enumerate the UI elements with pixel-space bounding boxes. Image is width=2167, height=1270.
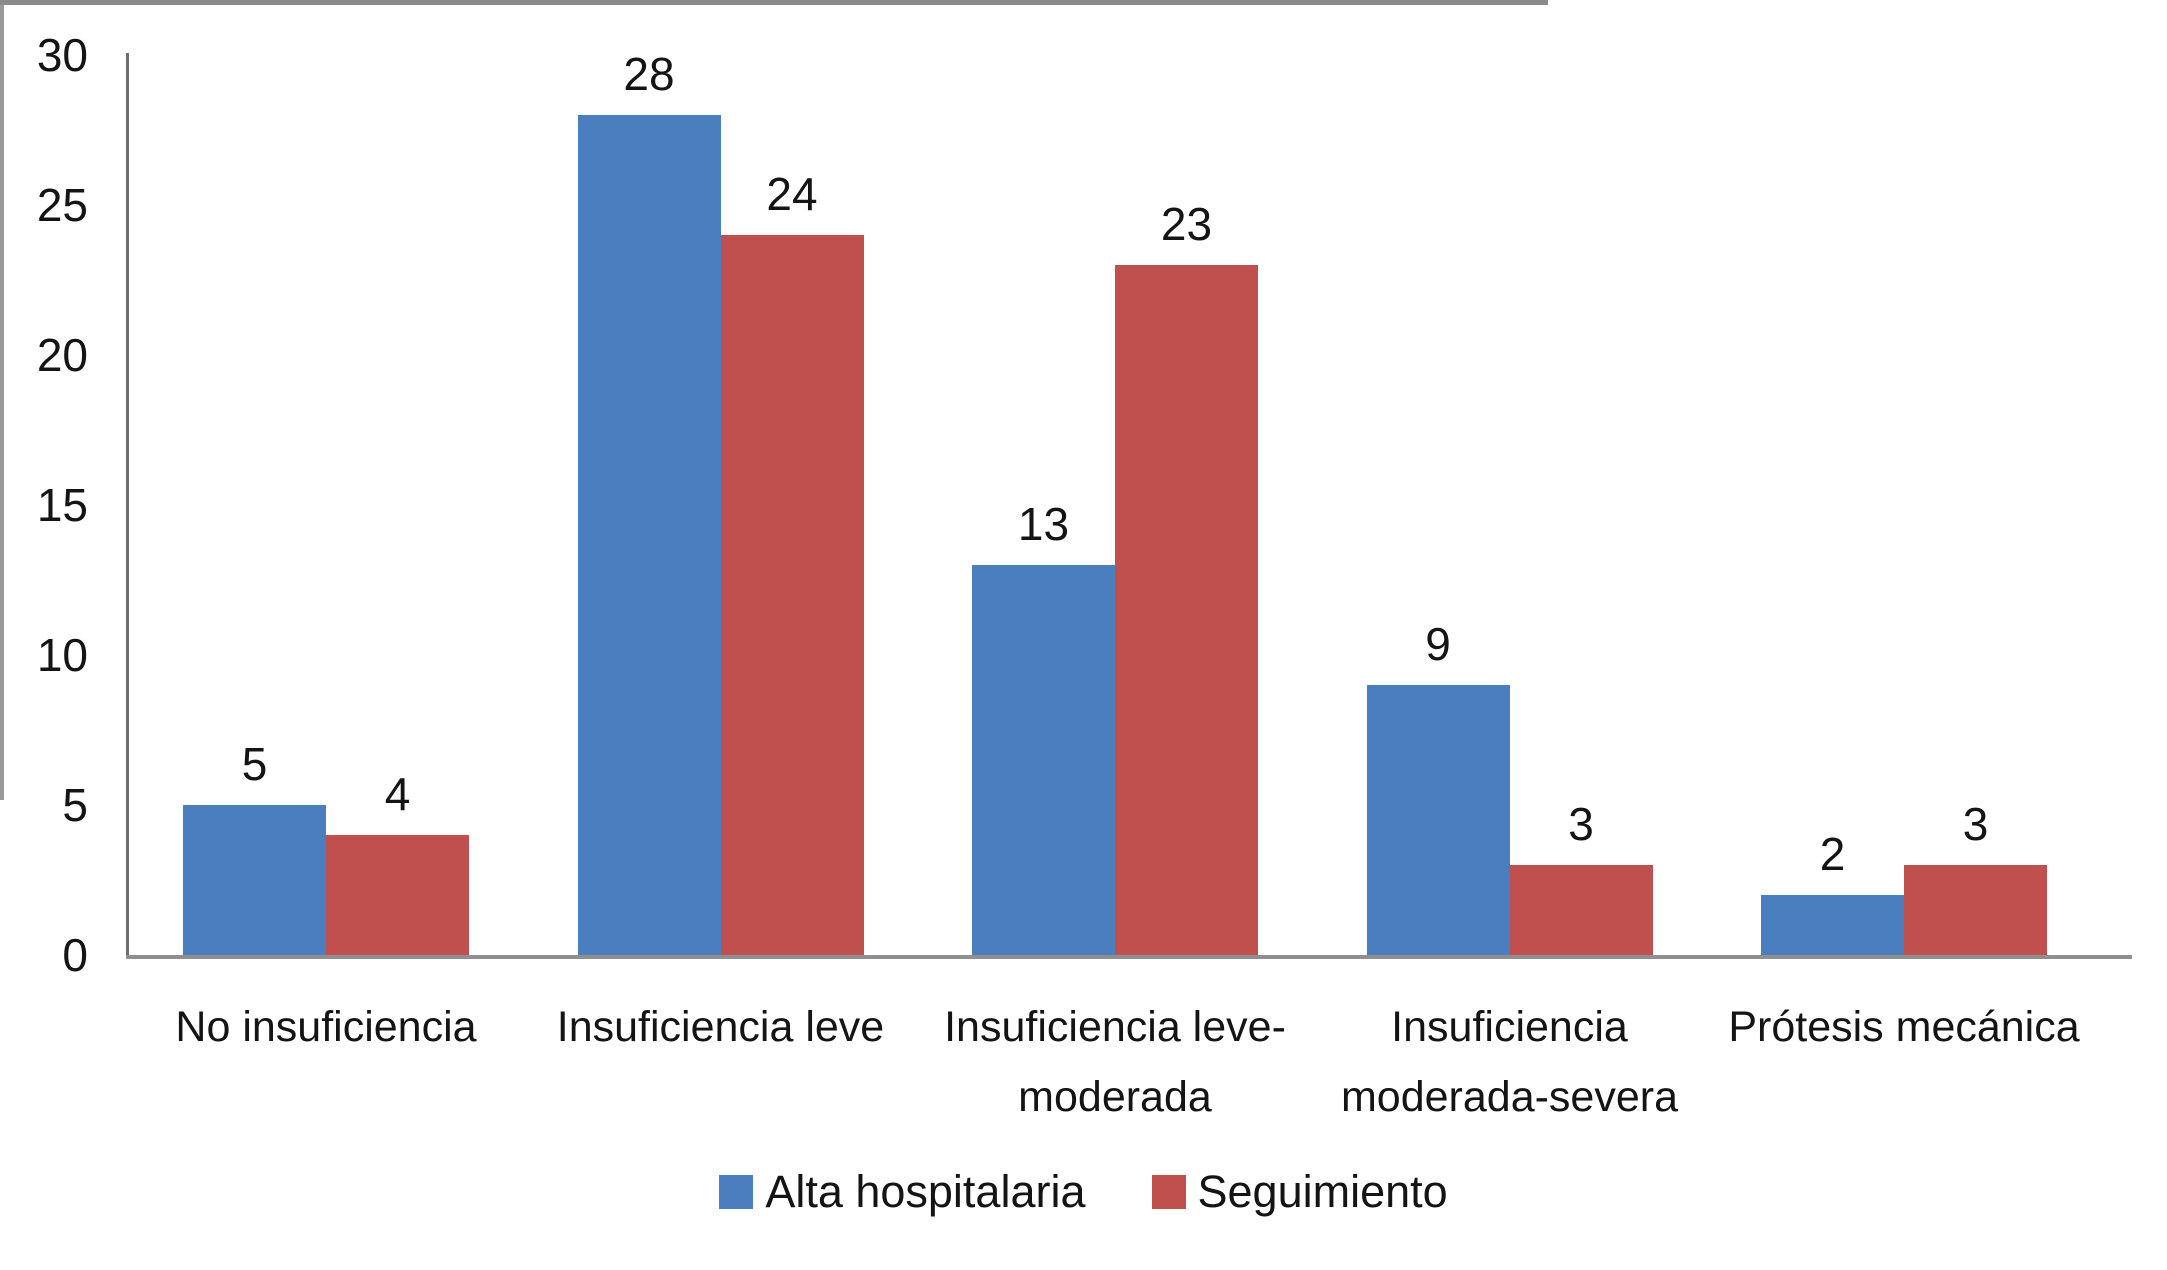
top-border-line [0,0,1548,5]
y-tick-label: 30 [36,29,88,81]
bar-seguimiento-insuficiencia-leve-moderada [1115,265,1258,955]
category-label-line: Prótesis mecánica [1728,1003,2080,1051]
legend-item-seguimiento: Seguimiento [1151,1166,1448,1218]
category-label-line: No insuficiencia [175,1003,477,1051]
bar-alta-hospitalaria-protesis-mecanica [1761,895,1904,955]
bar-value-label: 3 [1962,798,1989,850]
bar-value-label: 2 [1819,828,1846,880]
bar-value-label: 4 [384,768,411,820]
category-label-protesis-mecanica: Prótesis mecánica [1689,992,2119,1062]
bar-seguimiento-insuficiencia-leve [720,235,864,955]
bar-value-label: 5 [241,738,268,790]
bar-alta-hospitalaria-insuficiencia-leve-moderada [972,565,1115,955]
legend-swatch-seguimiento [1151,1175,1186,1209]
bar-alta-hospitalaria-insuficiencia-moderada-severa [1366,685,1510,955]
left-border-line [0,5,4,800]
legend-swatch-alta-hospitalaria [719,1175,754,1209]
legend-label: Seguimiento [1197,1166,1448,1217]
category-label-insuficiencia-leve: Insuficiencia leve [506,992,936,1062]
bar-value-label: 3 [1568,798,1594,850]
bar-value-label: 24 [766,168,818,220]
bar-seguimiento-insuficiencia-moderada-severa [1509,865,1653,955]
y-tick-label: 20 [36,329,88,381]
category-label-line: Insuficiencia leve [556,1003,885,1051]
category-label-insuficiencia-leve-moderada: Insuficiencia leve-moderada [900,992,1330,1132]
category-label-no-insuficiencia: No insuficiencia [111,992,541,1062]
y-tick-label: 5 [62,779,88,831]
category-label-line: moderada [1018,1073,1212,1121]
bar-alta-hospitalaria-insuficiencia-leve [577,115,721,955]
legend-item-alta-hospitalaria: Alta hospitalaria [719,1166,1086,1218]
bar-value-label: 13 [1017,498,1070,550]
category-label-insuficiencia-moderada-severa: Insuficiencia moderada-severa [1295,992,1725,1132]
y-tick-label: 10 [36,629,88,681]
x-axis [126,955,2132,959]
legend: Alta hospitalaria Seguimiento [0,1166,2167,1218]
bar-value-label: 28 [623,48,675,100]
y-tick-label: 15 [36,479,88,531]
bar-value-label: 9 [1425,618,1451,670]
y-axis [126,53,129,955]
y-tick-label: 25 [36,179,88,231]
bar-value-label: 23 [1160,198,1213,250]
category-label-line: moderada-severa [1340,1073,1678,1121]
bar-seguimiento-protesis-mecanica [1904,865,2047,955]
y-tick-label: 0 [62,929,88,981]
category-label-line: Insuficiencia [1391,1003,1628,1051]
legend-label: Alta hospitalaria [765,1166,1086,1217]
category-label-line: Insuficiencia leve- [944,1003,1286,1051]
bar-alta-hospitalaria-no-insuficiencia [183,805,326,955]
bar-seguimiento-no-insuficiencia [326,835,469,955]
